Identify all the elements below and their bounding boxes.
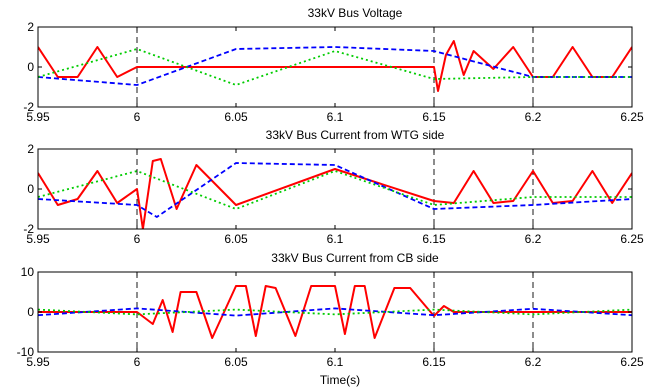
x-tick-label: 5.95	[26, 110, 50, 124]
x-tick-label: 6.25	[620, 232, 644, 246]
x-axis-label: Time(s)	[320, 373, 360, 387]
y-tick-label: 10	[21, 265, 35, 279]
x-tick-label: 6.05	[224, 355, 248, 369]
series-line	[38, 40, 632, 92]
x-tick-label: 6	[134, 232, 141, 246]
x-tick-label: 6.2	[525, 355, 542, 369]
x-tick-label: 6.1	[327, 232, 344, 246]
series-line	[38, 170, 632, 210]
x-tick-label: 6	[134, 355, 141, 369]
x-tick-label: 6.1	[327, 355, 344, 369]
panel-title: 33kV Bus Voltage	[308, 6, 403, 20]
x-tick-label: 6.05	[224, 110, 248, 124]
x-tick-label: 5.95	[26, 355, 50, 369]
panel-current-wtg-side: 33kV Bus Current from WTG side 5.95 6 6.05…	[23, 128, 644, 246]
y-tick-label: 0	[27, 60, 34, 74]
series-line	[38, 158, 632, 229]
y-tick-label: -10	[17, 345, 35, 359]
x-tick-label: 6.15	[422, 355, 446, 369]
series-line	[38, 307, 632, 317]
series-line	[38, 162, 632, 218]
x-tick-label: 6.2	[525, 110, 542, 124]
panel-title: 33kV Bus Current from WTG side	[266, 128, 445, 142]
x-tick-label: 6	[134, 110, 141, 124]
y-tick-label: -2	[23, 100, 34, 114]
series-line	[38, 285, 632, 339]
x-tick-label: 6.2	[525, 232, 542, 246]
x-tick-label: 6.25	[620, 355, 644, 369]
y-tick-label: 0	[27, 182, 34, 196]
y-tick-label: 0	[27, 305, 34, 319]
x-tick-label: 6.15	[422, 232, 446, 246]
axes-box	[37, 148, 633, 230]
x-tick-label: 6.15	[422, 110, 446, 124]
x-tick-label: 6.05	[224, 232, 248, 246]
x-tick-label: 5.95	[26, 232, 50, 246]
x-tick-label: 6.1	[327, 110, 344, 124]
y-tick-label: -2	[23, 222, 34, 236]
y-tick-label: 2	[27, 20, 34, 34]
panel-title: 33kV Bus Current from CB side	[271, 251, 439, 265]
x-tick-label: 6.25	[620, 110, 644, 124]
panel-bus-voltage: 33kV Bus Voltage 5.95 6 6.05 6.1 6.15 6.2 6.25…	[23, 6, 644, 124]
y-tick-label: 2	[27, 142, 34, 156]
panel-current-cb-side: 33kV Bus Current from CB side Time(s) 5.…	[17, 251, 644, 387]
series-line	[38, 46, 632, 86]
series-line	[38, 308, 632, 316]
